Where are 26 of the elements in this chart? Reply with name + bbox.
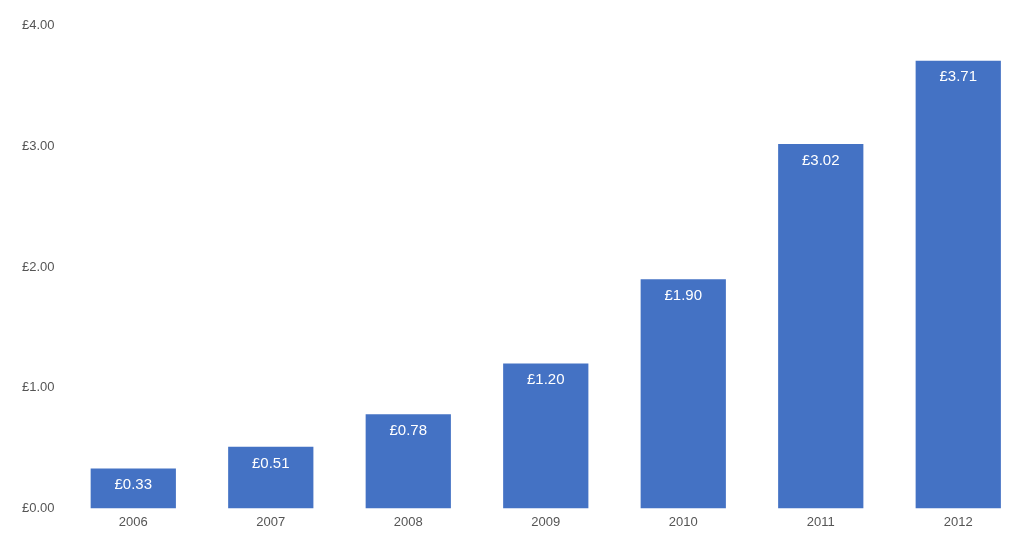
bar <box>778 144 864 509</box>
bar <box>365 414 451 509</box>
y-tick-label: £2.00 <box>21 258 55 274</box>
x-tick-label: 2012 <box>943 513 973 529</box>
bar <box>503 363 589 509</box>
bar <box>228 446 314 509</box>
data-label: £3.71 <box>939 67 978 85</box>
data-label: £1.90 <box>664 285 703 303</box>
data-label: £0.78 <box>389 420 428 438</box>
bar <box>915 60 1001 509</box>
x-tick-label: 2010 <box>668 513 698 529</box>
data-label: £1.20 <box>526 370 565 388</box>
x-tick-label: 2011 <box>806 513 835 529</box>
data-label: £0.51 <box>252 453 290 471</box>
bar <box>640 279 726 509</box>
x-tick-label: 2009 <box>531 513 561 529</box>
x-tick-label: 2007 <box>256 513 286 529</box>
data-label: £0.33 <box>114 475 153 493</box>
bar <box>90 468 176 509</box>
y-tick-label: £0.00 <box>21 499 55 515</box>
y-tick-label: £3.00 <box>21 138 55 154</box>
x-tick-label: 2006 <box>118 513 148 529</box>
y-tick-label: £4.00 <box>21 17 55 33</box>
data-label: £3.02 <box>801 150 840 168</box>
x-tick-label: 2008 <box>393 513 423 529</box>
y-tick-label: £1.00 <box>21 379 55 395</box>
